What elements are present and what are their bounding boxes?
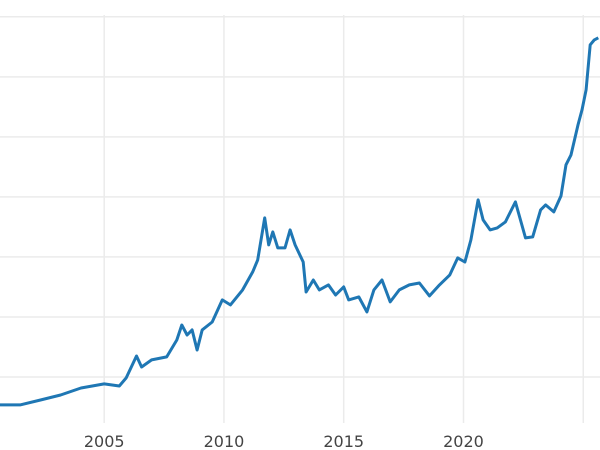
x-tick-label: 2015 (323, 432, 364, 450)
x-axis-ticks: 2005 2010 2015 2020 (84, 432, 484, 450)
x-tick-label: 2005 (84, 432, 125, 450)
x-tick-label: 2010 (204, 432, 245, 450)
series-line (0, 36, 599, 407)
grid (0, 15, 600, 423)
x-tick-label: 2020 (443, 432, 484, 450)
